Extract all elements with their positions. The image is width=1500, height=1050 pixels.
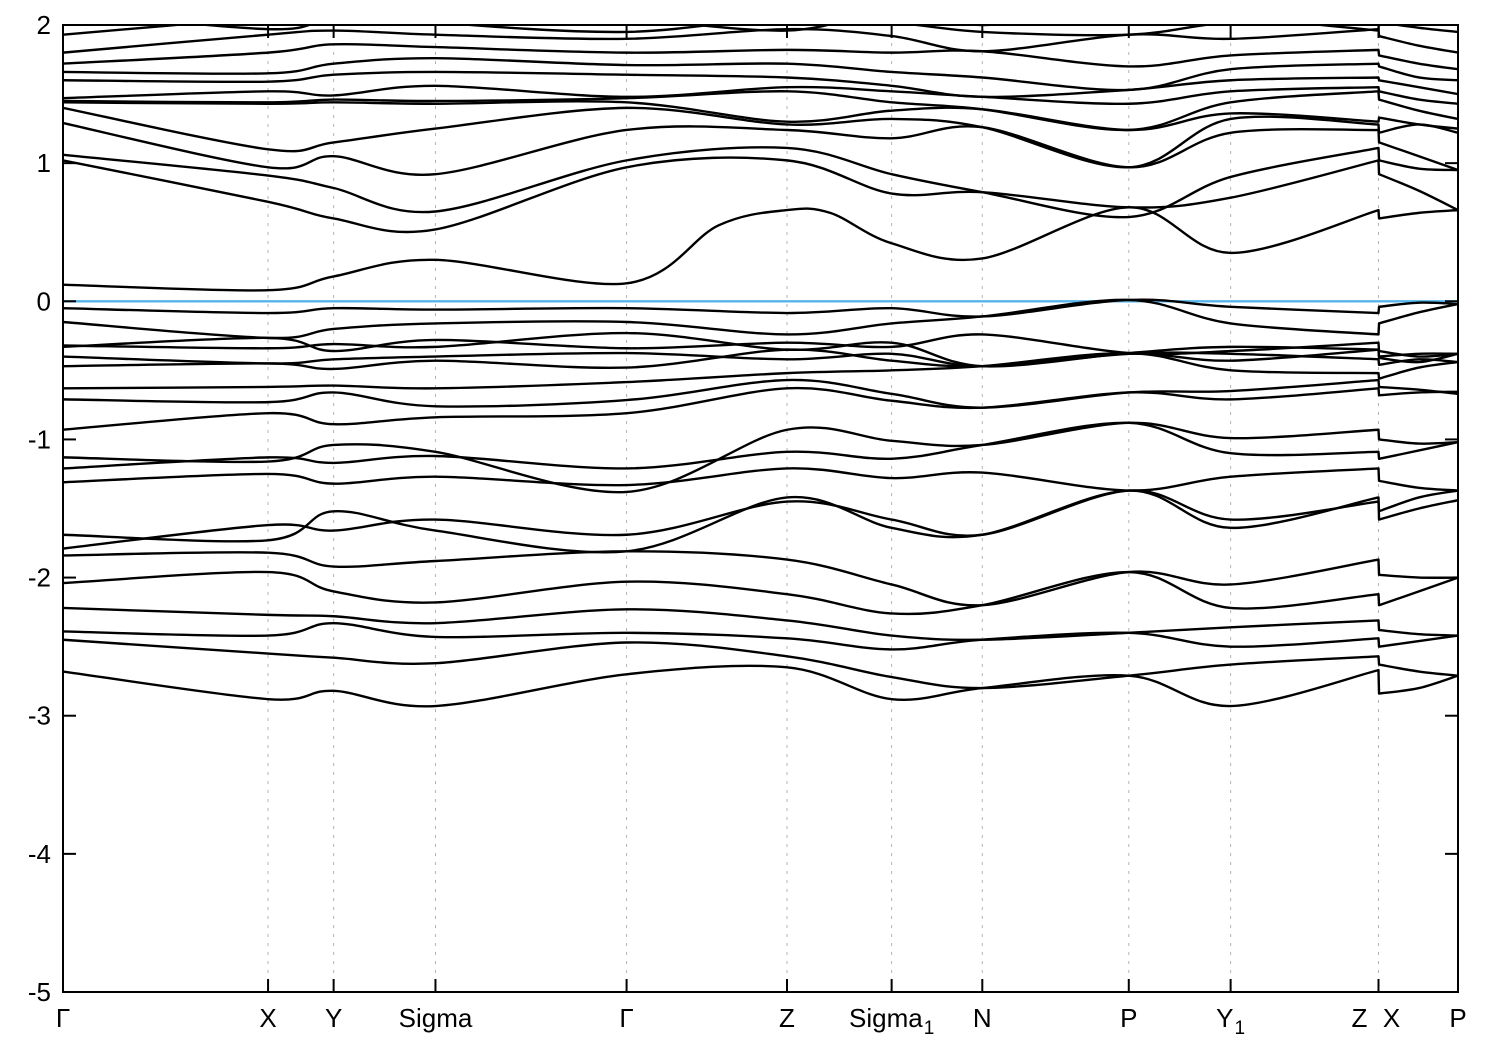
band-line [63,121,1458,176]
y-tick-label: 1 [37,148,51,178]
x-tick-label: X [1383,1003,1400,1033]
band-line [63,386,1458,431]
band-line [63,156,1458,234]
band-line [63,146,1458,219]
band-line [63,606,1458,642]
band-line [63,106,1458,169]
band-line [63,100,1458,132]
band-line [63,56,1458,92]
x-tick-label: Γ [56,1003,70,1033]
y-tick-label: -2 [28,563,51,593]
band-line [63,467,1458,492]
band-line [63,489,1458,554]
band-line [63,333,1458,358]
band-line [63,550,1458,607]
y-tick-label: -1 [28,424,51,454]
x-tick-label: N [973,1003,992,1033]
x-tick-label: Sigma [399,1003,473,1033]
plot-border [62,24,1459,993]
band-line [63,378,1458,409]
band-line [63,298,1458,340]
band-line [63,351,1458,390]
band-line [63,638,1458,690]
x-tick-label: P [1120,1003,1137,1033]
band-line [63,570,1458,616]
y-tick-label: 0 [37,286,51,316]
band-line [63,84,1458,106]
band-line [63,206,1458,292]
band-line [63,90,1458,132]
band-line [63,331,1458,368]
x-tick-label: Sigma1 [849,1003,934,1039]
y-tick-label: -3 [28,701,51,731]
x-tick-label: P [1449,1003,1466,1033]
x-tick-label: Z [779,1003,795,1033]
bands-group [63,25,1458,708]
y-tick-label: -5 [28,977,51,1007]
band-line [63,621,1458,651]
x-tick-label: X [259,1003,276,1033]
x-tick-label: Y1 [1216,1003,1245,1039]
y-tick-label: -4 [28,839,51,869]
band-line [63,351,1458,368]
x-tick-label: Γ [619,1003,633,1033]
x-tick-label: Z [1352,1003,1368,1033]
y-tick-label: 2 [37,10,51,40]
band-line [63,42,1458,71]
x-tick-label: Y [325,1003,342,1033]
band-line [63,27,1458,54]
band-line [63,664,1458,708]
band-line [63,421,1458,470]
band-line [63,70,1458,99]
band-line [63,298,1458,318]
band-line [63,421,1458,494]
